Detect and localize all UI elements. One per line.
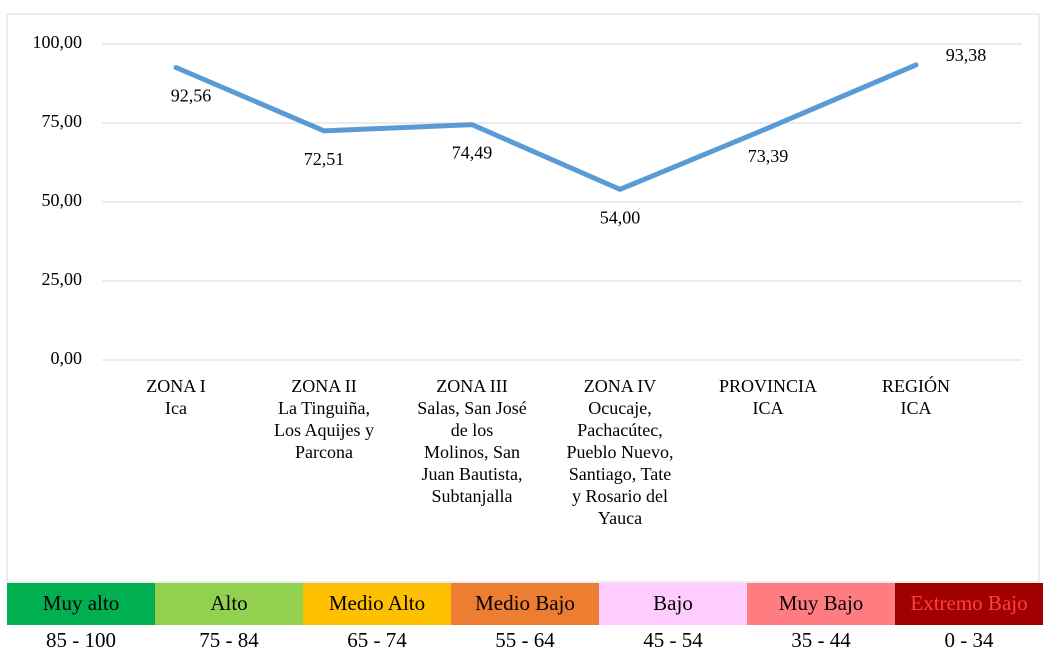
data-label: 74,49 xyxy=(452,143,493,163)
y-tick-label: 75,00 xyxy=(42,111,83,131)
data-label: 54,00 xyxy=(600,207,641,227)
scale-cell xyxy=(599,583,747,625)
scale-cell xyxy=(303,583,451,625)
x-tick-label: ZONA I Ica xyxy=(146,376,206,418)
line xyxy=(173,62,919,192)
x-tick-label: ZONA III Salas, San José de los Molinos, Sa… xyxy=(417,376,527,506)
scale-range: 0 - 34 xyxy=(945,628,994,652)
scale-label: Medio Bajo xyxy=(475,591,575,615)
scale-label: Alto xyxy=(210,591,247,615)
scale-range: 35 - 44 xyxy=(791,628,851,652)
y-tick-label: 100,00 xyxy=(33,32,83,52)
scale-range: 75 - 84 xyxy=(199,628,259,652)
data-label: 73,39 xyxy=(748,146,789,166)
scale-label: Muy Bajo xyxy=(779,591,864,615)
data-label: 72,51 xyxy=(304,149,345,169)
x-tick-label: REGIÓN ICA xyxy=(882,375,950,418)
scale-cell xyxy=(451,583,599,625)
y-tick-label: 0,00 xyxy=(51,348,83,368)
y-tick-label: 50,00 xyxy=(42,190,83,210)
scale-cell xyxy=(895,583,1043,625)
scale-range: 45 - 54 xyxy=(643,628,703,652)
y-tick-label: 25,00 xyxy=(42,269,83,289)
data-label: 93,38 xyxy=(946,45,987,65)
x-tick-label: ZONA IV Ocucaje, Pachacútec, Pueblo Nuevo, S… xyxy=(567,376,674,528)
scale-label: Muy alto xyxy=(43,591,119,615)
x-tick-label: PROVINCIA ICA xyxy=(719,376,817,418)
scale-range: 85 - 100 xyxy=(46,628,116,652)
chart-frame xyxy=(6,13,1040,583)
scale-label: Extremo Bajo xyxy=(910,591,1027,615)
scale-label: Medio Alto xyxy=(329,591,425,615)
scale-cell xyxy=(747,583,895,625)
x-tick-label: ZONA II La Tinguiña, Los Aquijes y Parcona xyxy=(274,376,374,462)
scale-range: 55 - 64 xyxy=(495,628,555,652)
data-label: 92,56 xyxy=(171,86,212,106)
scale-cell xyxy=(155,583,303,625)
scale-label: Bajo xyxy=(653,591,693,615)
scale-range: 65 - 74 xyxy=(347,628,407,652)
scale-cell xyxy=(7,583,155,625)
